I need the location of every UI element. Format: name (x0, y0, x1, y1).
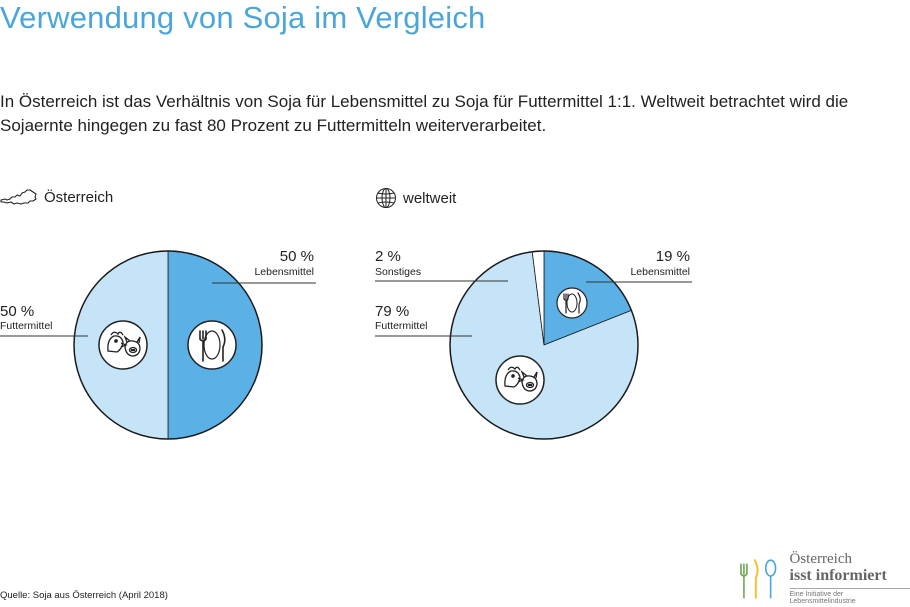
austria-map-icon (0, 189, 37, 205)
value-label-sonstiges-world: 2 % (375, 248, 401, 265)
category-label-sonstiges-world: Sonstiges (375, 266, 421, 278)
region-header-austria: Österreich (0, 187, 113, 207)
category-label-lebensmittel-world: Lebensmittel (630, 266, 690, 278)
page-title: Verwendung von Soja im Vergleich (0, 0, 486, 35)
pie-charts: 50 % Lebensmittel 50 % Futtermittel 2 % … (0, 248, 692, 440)
source-note: Quelle: Soja aus Österreich (April 2018) (0, 590, 168, 601)
logo-line-1: Österreich (789, 551, 852, 567)
value-label-futtermittel-austria: 50 % (0, 303, 34, 320)
logo-line-2: isst informiert (789, 567, 887, 584)
logo-line-3: Eine Initiative der Lebensmittelindustri… (789, 588, 910, 605)
region-header-world: weltweit (375, 187, 456, 209)
pie-world (449, 250, 639, 440)
globe-icon (376, 188, 396, 208)
cutlery-logo-icon (740, 559, 777, 599)
value-label-lebensmittel-world: 19 % (656, 248, 690, 265)
cutlery-icon (556, 287, 588, 319)
category-label-lebensmittel-austria: Lebensmittel (254, 266, 314, 278)
category-label-futtermittel-world: Futtermittel (375, 320, 428, 332)
logo: Österreich isst informiert Eine Initiati… (738, 552, 910, 605)
page-subtitle: In Österreich ist das Verhältnis von Soj… (0, 92, 849, 135)
category-label-futtermittel-austria: Futtermittel (0, 320, 53, 332)
livestock-icon (495, 355, 545, 405)
region-label-austria: Österreich (44, 188, 114, 206)
region-label-world: weltweit (403, 189, 457, 207)
cutlery-icon (187, 320, 237, 370)
value-label-futtermittel-world: 79 % (375, 303, 409, 320)
value-label-lebensmittel-austria: 50 % (280, 248, 314, 265)
pie-outline-world (449, 250, 639, 440)
pie-outline-austria (73, 250, 263, 440)
livestock-icon (98, 320, 148, 370)
